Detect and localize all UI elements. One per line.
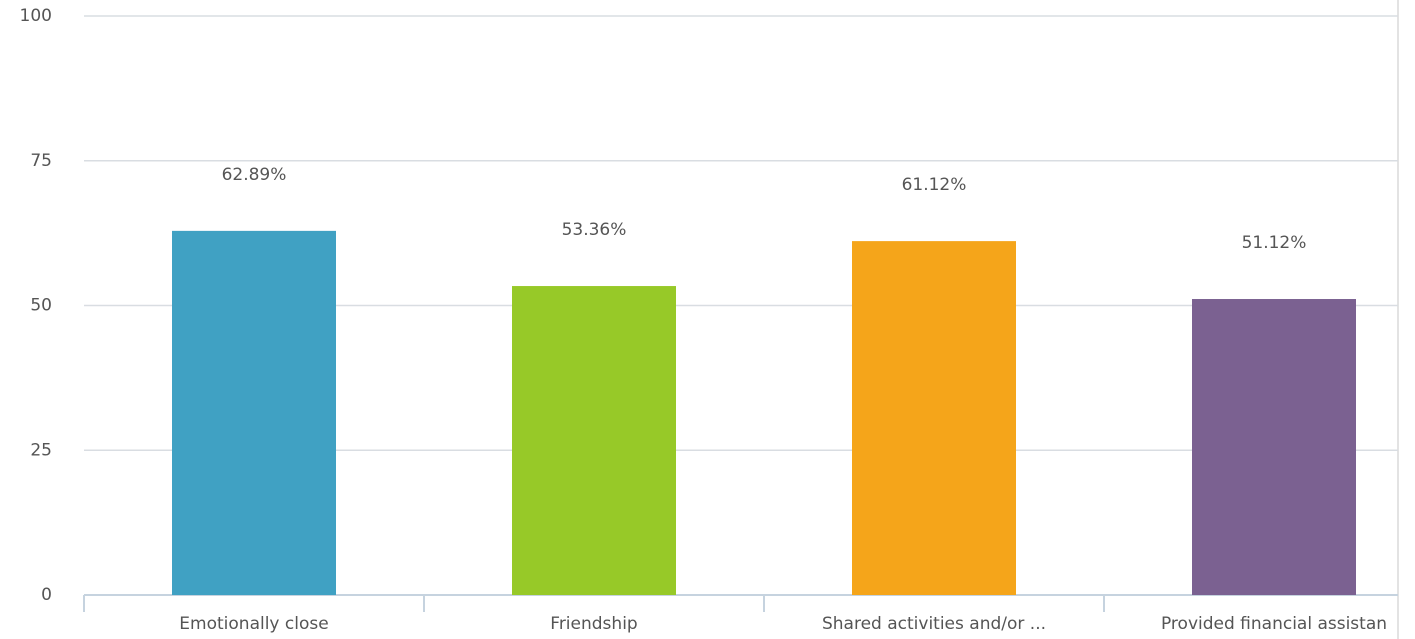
- y-tick-label: 75: [30, 151, 52, 171]
- x-tick-label: Emotionally close: [179, 614, 328, 634]
- data-label: 51.12%: [1242, 233, 1307, 253]
- bar: [172, 230, 336, 596]
- x-tick-label: Provided financial assistan: [1161, 614, 1387, 634]
- data-label: 62.89%: [222, 165, 287, 185]
- y-tick-label: 0: [41, 585, 52, 605]
- bar: [512, 286, 676, 595]
- y-tick-label: 50: [30, 296, 52, 316]
- bar: [1192, 299, 1356, 595]
- bar: [852, 241, 1016, 595]
- y-tick-label: 100: [20, 6, 52, 26]
- data-label: 53.36%: [562, 220, 627, 240]
- x-tick-label: Shared activities and/or ...: [822, 614, 1046, 634]
- data-label: 61.12%: [902, 175, 967, 195]
- plot: Emotionally close 62.89% Friendship 53.36% S…: [83, 15, 1398, 634]
- y-tick-label: 25: [30, 440, 52, 460]
- x-tick-label: Friendship: [550, 614, 637, 634]
